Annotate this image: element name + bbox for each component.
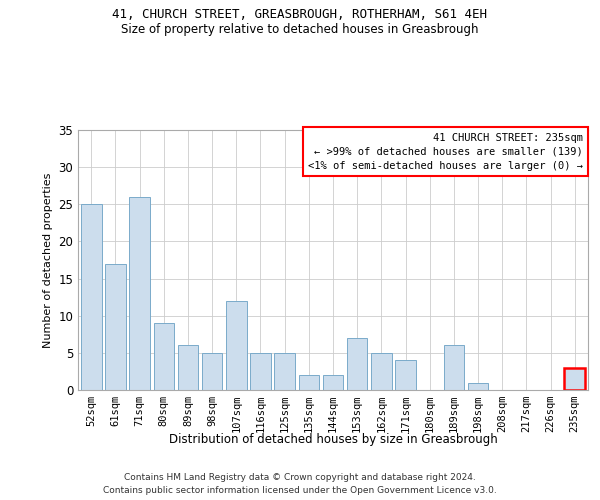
- Bar: [274, 353, 295, 390]
- Bar: [443, 346, 464, 390]
- Bar: [178, 346, 198, 390]
- Bar: [395, 360, 416, 390]
- Bar: [226, 301, 247, 390]
- Text: Distribution of detached houses by size in Greasbrough: Distribution of detached houses by size …: [169, 432, 497, 446]
- Text: Contains HM Land Registry data © Crown copyright and database right 2024.: Contains HM Land Registry data © Crown c…: [124, 472, 476, 482]
- Bar: [105, 264, 126, 390]
- Bar: [371, 353, 392, 390]
- Text: Size of property relative to detached houses in Greasbrough: Size of property relative to detached ho…: [121, 22, 479, 36]
- Text: Contains public sector information licensed under the Open Government Licence v3: Contains public sector information licen…: [103, 486, 497, 495]
- Text: 41, CHURCH STREET, GREASBROUGH, ROTHERHAM, S61 4EH: 41, CHURCH STREET, GREASBROUGH, ROTHERHA…: [113, 8, 487, 20]
- Bar: [81, 204, 101, 390]
- Bar: [299, 375, 319, 390]
- Bar: [202, 353, 223, 390]
- Bar: [468, 382, 488, 390]
- Y-axis label: Number of detached properties: Number of detached properties: [43, 172, 53, 348]
- Bar: [323, 375, 343, 390]
- Bar: [250, 353, 271, 390]
- Bar: [347, 338, 367, 390]
- Text: 41 CHURCH STREET: 235sqm
← >99% of detached houses are smaller (139)
<1% of semi: 41 CHURCH STREET: 235sqm ← >99% of detac…: [308, 132, 583, 170]
- Bar: [130, 197, 150, 390]
- Bar: [565, 368, 585, 390]
- Bar: [154, 323, 174, 390]
